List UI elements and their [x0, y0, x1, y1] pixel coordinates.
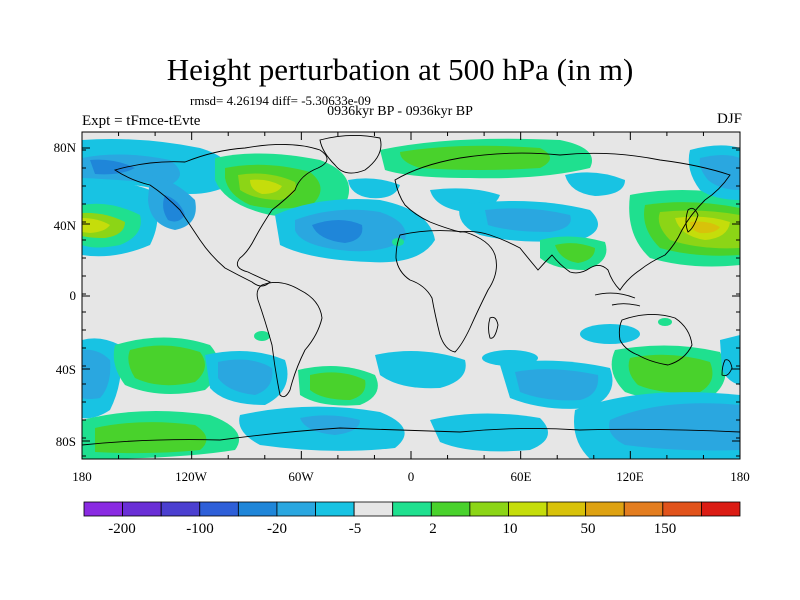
- lon-label: 180: [72, 469, 92, 484]
- lat-label: 0: [70, 288, 77, 303]
- field-lightblue: [485, 208, 571, 232]
- field-lightblue: [699, 155, 740, 190]
- colorbar-label: -200: [108, 521, 136, 537]
- colorbar-swatch: [623, 501, 664, 517]
- colorbar-swatch: [315, 501, 355, 517]
- eurasia-outline: [394, 152, 731, 291]
- field-midblue: [312, 220, 363, 243]
- colorbar-swatch: [353, 501, 394, 517]
- colorbar-swatch: [546, 501, 587, 517]
- lon-axis: 180 120W 60W 0 60E 120E 180: [72, 469, 750, 484]
- lat-label: 80N: [54, 140, 77, 155]
- lon-label: 120E: [616, 469, 644, 484]
- colorbar-label: -20: [267, 521, 287, 537]
- colorbar-swatch: [508, 501, 548, 517]
- field-cyan: [720, 335, 740, 385]
- field-brightgreen: [628, 354, 713, 393]
- indonesia-outline: [594, 292, 641, 307]
- lon-label: 120W: [175, 469, 208, 484]
- field-cyan: [375, 351, 466, 389]
- field-brightgreen: [310, 372, 366, 400]
- field-midblue: [163, 195, 185, 222]
- experiment-label: Expt = tFmce-tEvte: [82, 113, 201, 129]
- north-america-outline: [113, 143, 328, 287]
- lon-label: 180: [730, 469, 750, 484]
- field-yellow: [250, 179, 282, 194]
- tick-marks: [81, 132, 741, 459]
- field-cyan: [430, 413, 548, 452]
- colorbar-swatch: [276, 501, 316, 517]
- colorbar: [83, 501, 741, 517]
- madagascar-outline: [488, 316, 499, 339]
- field-gold: [690, 221, 720, 234]
- colorbar-swatch: [585, 501, 625, 517]
- field-brightgreen: [128, 345, 205, 386]
- colorbar-swatch: [701, 501, 741, 517]
- period-line: 0936kyr BP - 0936kyr BP: [327, 104, 473, 119]
- greenland-outline: [319, 135, 382, 174]
- colorbar-labels: -200 -100 -20 -5 2 10 50 150: [108, 521, 676, 537]
- colorbar-swatch: [237, 501, 278, 517]
- lat-label: 40N: [54, 218, 77, 233]
- colorbar-label: 150: [654, 521, 677, 537]
- field-green: [658, 318, 672, 326]
- field-lightblue: [82, 349, 111, 399]
- south-america-outline: [256, 281, 323, 398]
- lat-label: 40S: [56, 362, 76, 377]
- field-cyan: [348, 178, 400, 199]
- new-zealand-outline: [721, 359, 733, 377]
- colorbar-swatch: [199, 501, 239, 517]
- lon-label: 60W: [288, 469, 314, 484]
- colorbar-swatch: [122, 501, 162, 517]
- colorbar-label: 2: [429, 521, 437, 537]
- lon-label: 60E: [511, 469, 532, 484]
- colorbar-swatch: [392, 501, 432, 517]
- field-brightgreen: [400, 145, 550, 170]
- coastlines: [82, 135, 740, 446]
- colorbar-swatch: [662, 501, 702, 517]
- field-green: [254, 331, 270, 341]
- field-lightblue: [515, 369, 599, 401]
- colorbar-swatch: [469, 501, 509, 517]
- colorbar-swatch: [430, 501, 471, 517]
- field-midblue: [90, 159, 135, 175]
- field-brightgreen: [95, 422, 207, 454]
- field-cyan: [565, 172, 625, 196]
- season-label: DJF: [716, 111, 742, 127]
- colorbar-label: -100: [186, 521, 214, 537]
- lat-axis: 80N 40N 0 40S 80S: [54, 140, 77, 449]
- plot-title: Height perturbation at 500 hPa (in m): [166, 52, 634, 87]
- japan-outline: [685, 207, 699, 233]
- field-brightgreen: [555, 243, 595, 263]
- colorbar-label: 10: [503, 521, 518, 537]
- field-lightblue: [218, 359, 273, 395]
- field-lightblue: [609, 403, 740, 451]
- antarctica-outline: [82, 427, 740, 446]
- colorbar-label: 50: [581, 521, 596, 537]
- australia-outline: [618, 314, 693, 366]
- lat-label: 80S: [56, 434, 76, 449]
- stats-line: rmsd= 4.26194 diff= -5.30633e-09: [190, 93, 371, 108]
- lon-label: 0: [408, 469, 415, 484]
- africa-outline: [395, 230, 497, 353]
- colorbar-label: -5: [349, 521, 362, 537]
- field-cyan: [580, 324, 640, 344]
- colorbar-swatch: [160, 501, 201, 517]
- field-yellow: [82, 218, 110, 233]
- colorbar-swatch: [83, 501, 123, 517]
